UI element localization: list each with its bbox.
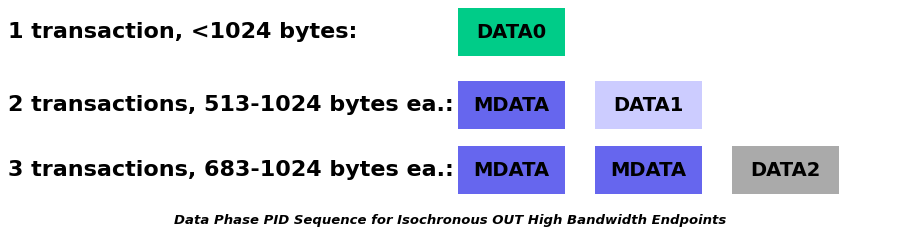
Text: Data Phase PID Sequence for Isochronous OUT High Bandwidth Endpoints: Data Phase PID Sequence for Isochronous …	[175, 214, 726, 226]
Text: 1 transaction, <1024 bytes:: 1 transaction, <1024 bytes:	[8, 22, 358, 42]
Text: DATA2: DATA2	[751, 160, 821, 180]
Text: MDATA: MDATA	[611, 160, 687, 180]
FancyBboxPatch shape	[595, 146, 702, 194]
FancyBboxPatch shape	[732, 146, 839, 194]
FancyBboxPatch shape	[458, 146, 565, 194]
Text: MDATA: MDATA	[473, 95, 550, 114]
Text: 2 transactions, 513-1024 bytes ea.:: 2 transactions, 513-1024 bytes ea.:	[8, 95, 454, 115]
Text: 3 transactions, 683-1024 bytes ea.:: 3 transactions, 683-1024 bytes ea.:	[8, 160, 454, 180]
FancyBboxPatch shape	[595, 81, 702, 129]
Text: MDATA: MDATA	[473, 160, 550, 180]
Text: DATA0: DATA0	[477, 23, 547, 42]
FancyBboxPatch shape	[458, 81, 565, 129]
Text: DATA1: DATA1	[614, 95, 684, 114]
FancyBboxPatch shape	[458, 8, 565, 56]
